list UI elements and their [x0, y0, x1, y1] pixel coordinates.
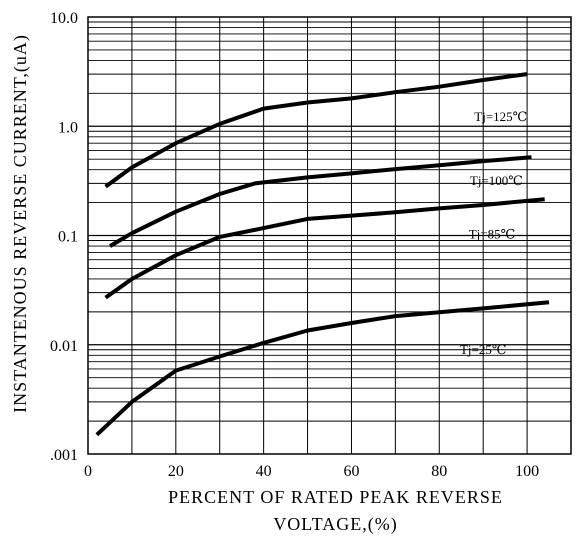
series-line-1: [104, 72, 528, 189]
x-tick-label: 20: [168, 463, 184, 480]
series-line-4: [95, 300, 550, 437]
x-axis-title-line-1: PERCENT OF RATED PEAK REVERSE: [168, 487, 503, 507]
x-axis-title-line-2: VOLTAGE,(%): [273, 514, 397, 535]
y-tick-labels: .001 0.01 0.1 1.0 10.0: [50, 10, 78, 464]
x-tick-label: 60: [343, 463, 359, 480]
series-label-2: Tj=100℃: [470, 173, 523, 188]
series-group: [95, 72, 550, 437]
series-line-3: [104, 197, 545, 300]
x-tick-label: 80: [431, 463, 447, 480]
x-tick-label: 100: [515, 463, 539, 480]
series-label-4: Tj=25℃: [460, 342, 506, 357]
y-tick-label: 1.0: [58, 119, 78, 136]
grid: [88, 17, 571, 454]
x-tick-label: 40: [256, 463, 272, 480]
series-labels: Tj=125℃ Tj=100℃ Tj=85℃ Tj=25℃: [460, 109, 527, 357]
plot-frame: [87, 16, 572, 455]
x-tick-label: 0: [84, 463, 92, 480]
series-label-1: Tj=125℃: [474, 109, 527, 124]
y-tick-label: 0.01: [50, 338, 78, 355]
series-label-3: Tj=85℃: [469, 226, 515, 241]
y-axis-title: INSTANTENOUS REVERSE CURRENT,(uA): [10, 34, 31, 413]
x-tick-labels: 0 20 40 60 80 100: [84, 463, 539, 480]
y-tick-label: .001: [50, 447, 78, 464]
y-tick-label: 10.0: [50, 10, 78, 27]
y-tick-label: 0.1: [58, 229, 78, 246]
series-line-2: [108, 155, 532, 248]
